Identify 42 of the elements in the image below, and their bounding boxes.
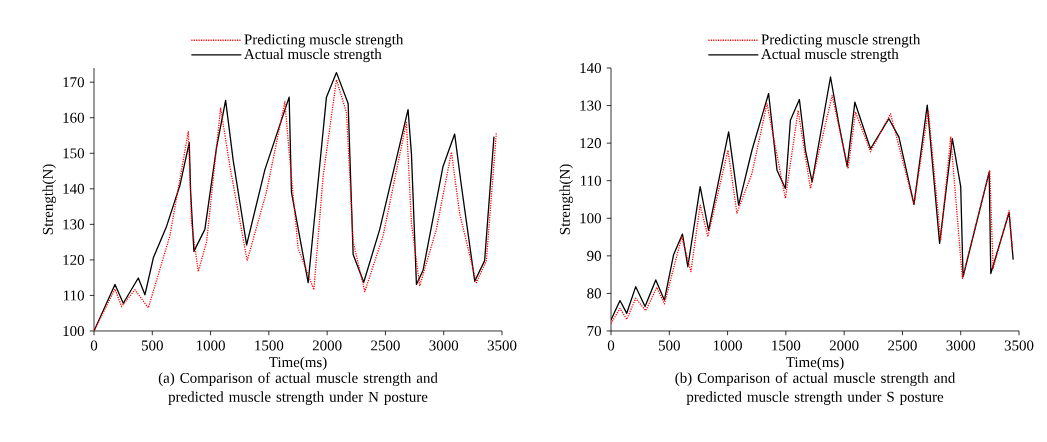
y-tick-label: 90 — [587, 250, 602, 261]
x-tick-label: 2500 — [888, 340, 917, 351]
legend-label: Actual muscle strength — [761, 48, 899, 63]
text: (a) Comparison of actual muscle strength and predicted muscle strength under N posture — [158, 372, 438, 405]
y-tick-label: 110 — [581, 175, 602, 186]
y-axis-title: Strength(N) — [42, 164, 56, 235]
legend-label: Actual muscle strength — [244, 48, 382, 63]
y-tick-label: 70 — [587, 325, 602, 337]
x-tick-label: 1000 — [196, 340, 225, 351]
y-tick-label: 140 — [580, 62, 602, 74]
x-tick-label: 2500 — [371, 340, 400, 351]
y-tick-label: 120 — [580, 138, 602, 149]
y-tick-label: 80 — [587, 288, 602, 299]
y-tick-label: 160 — [63, 112, 85, 123]
x-tick-label: 3000 — [946, 340, 976, 351]
x-tick-label: 1500 — [255, 340, 284, 351]
x-tick-label: 2000 — [312, 340, 342, 351]
x-tick-label: 500 — [658, 340, 680, 351]
y-tick-label: 120 — [63, 254, 85, 265]
x-tick-label: 3500 — [487, 340, 517, 351]
y-tick-label: 150 — [63, 148, 85, 159]
x-axis-title: Time(ms) — [786, 356, 844, 371]
y-tick-label: 130 — [580, 100, 602, 111]
x-tick-label: 3000 — [429, 340, 459, 351]
x-tick-label: 3500 — [1004, 340, 1034, 351]
legend-label: Predicting muscle strength — [244, 33, 404, 48]
y-axis-title: Strength(N) — [559, 164, 573, 235]
y-tick-label: 170 — [63, 77, 85, 88]
text: (b) Comparison of actual muscle strength and predicted muscle strength under S posture — [675, 372, 956, 405]
legend-label: Predicting muscle strength — [761, 33, 921, 48]
y-tick-label: 100 — [63, 325, 85, 337]
x-tick-label: 1500 — [772, 340, 801, 351]
x-tick-label: 2000 — [829, 340, 859, 351]
x-tick-label: 0 — [90, 340, 98, 351]
x-tick-label: 1000 — [713, 340, 742, 351]
y-tick-label: 140 — [63, 183, 85, 194]
x-tick-label: 500 — [141, 340, 163, 351]
x-axis-title: Time(ms) — [269, 356, 327, 371]
x-tick-label: 0 — [607, 340, 615, 351]
y-tick-label: 110 — [64, 290, 85, 301]
y-tick-label: 130 — [63, 219, 85, 230]
y-tick-label: 100 — [580, 213, 602, 224]
